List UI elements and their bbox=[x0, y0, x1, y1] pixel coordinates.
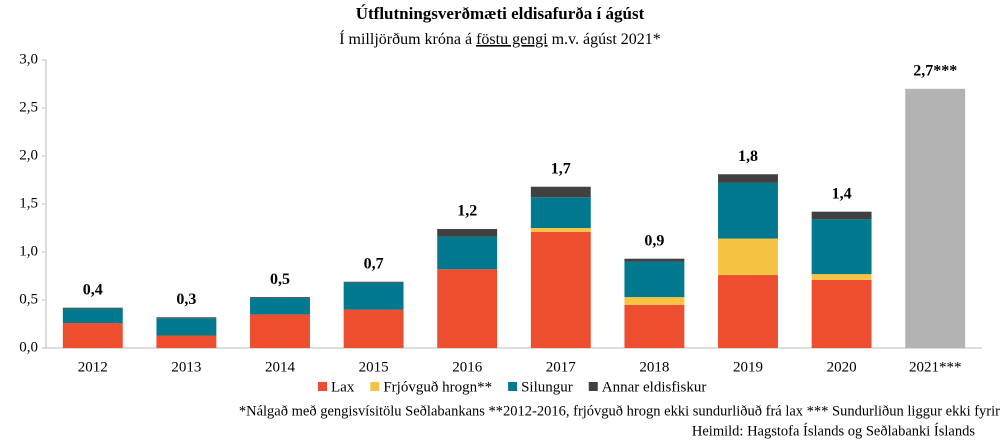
bar-segment bbox=[437, 269, 498, 348]
bar-segment bbox=[250, 314, 310, 348]
legend-label: Frjóvguð hrogn** bbox=[383, 379, 492, 395]
total-label: 0,5 bbox=[270, 271, 290, 288]
bar-segment bbox=[718, 174, 778, 183]
bar-segment bbox=[62, 323, 123, 348]
bar-segment bbox=[530, 197, 591, 228]
legend-swatch bbox=[370, 382, 380, 391]
bar-segment bbox=[530, 186, 591, 198]
legend-label: Annar eldisfiskur bbox=[602, 379, 707, 395]
total-label: 2,7*** bbox=[913, 62, 957, 79]
y-tick-label: 1,0 bbox=[19, 243, 38, 259]
x-tick-label: 2019 bbox=[733, 359, 763, 375]
total-label: 1,4 bbox=[832, 185, 852, 202]
x-tick-label: 2018 bbox=[639, 359, 669, 375]
bar-segment bbox=[250, 298, 310, 315]
footnote: *Nálgað með gengisvísitölu Seðlabankans … bbox=[239, 403, 1000, 419]
total-label: 0,7 bbox=[364, 255, 384, 272]
source: Heimild: Hagstofa Íslands og Seðlabanki … bbox=[692, 422, 975, 439]
bar-segment bbox=[530, 228, 591, 232]
x-tick-label: 2020 bbox=[827, 359, 857, 375]
x-tick-label: 2017 bbox=[546, 359, 577, 375]
x-tick-label: 2013 bbox=[171, 359, 201, 375]
total-label: 1,2 bbox=[457, 203, 477, 220]
bar-segment bbox=[811, 274, 872, 280]
bar-segment bbox=[437, 228, 498, 237]
legend-label: Silungur bbox=[521, 379, 573, 395]
bar-segment bbox=[343, 281, 404, 283]
legend-swatch bbox=[318, 382, 327, 391]
x-tick-label: 2012 bbox=[78, 359, 108, 375]
y-tick-label: 0,0 bbox=[19, 339, 38, 355]
bar-segment bbox=[62, 308, 123, 324]
y-tick-label: 2,0 bbox=[19, 147, 38, 163]
legend-swatch bbox=[508, 382, 518, 391]
y-tick-label: 2,5 bbox=[19, 99, 38, 115]
x-tick-label: 2015 bbox=[359, 359, 389, 375]
total-label: 1,8 bbox=[738, 148, 758, 165]
bar-segment bbox=[624, 261, 685, 298]
bar-segment bbox=[811, 279, 872, 348]
y-tick-label: 3,0 bbox=[19, 51, 38, 67]
subtitle-part: m.v. ágúst 2021* bbox=[548, 31, 661, 48]
bar-segment bbox=[250, 297, 310, 299]
bar-segment bbox=[437, 236, 498, 270]
total-label: 1,7 bbox=[551, 160, 571, 177]
bar-segment bbox=[624, 258, 685, 262]
bar-segment bbox=[156, 317, 217, 319]
y-tick-label: 0,5 bbox=[19, 291, 38, 307]
x-tick-label: 2021*** bbox=[909, 359, 962, 375]
bar-segment bbox=[624, 297, 685, 305]
bar-segment bbox=[718, 238, 778, 276]
bar-segment bbox=[62, 307, 123, 309]
chart-subtitle: Í milljörðum króna á föstu gengi m.v. ág… bbox=[339, 29, 661, 48]
legend-swatch bbox=[588, 382, 598, 391]
legend-label: Lax bbox=[331, 379, 355, 395]
subtitle-part: föstu gengi bbox=[476, 31, 548, 48]
total-label: 0,9 bbox=[644, 232, 664, 249]
bar-segment bbox=[811, 211, 872, 220]
bar-segment bbox=[811, 219, 872, 275]
bar-segment bbox=[718, 182, 778, 239]
bar-segment bbox=[156, 335, 217, 348]
bar-segment bbox=[530, 231, 591, 348]
subtitle-part: Í milljörðum króna á bbox=[339, 29, 476, 48]
chart-title: Útflutningsverðmæti eldisafurða í ágúst bbox=[356, 4, 645, 23]
bar-segment bbox=[343, 309, 404, 348]
bar-segment bbox=[624, 304, 685, 348]
total-label: 0,3 bbox=[176, 291, 196, 308]
y-tick-label: 1,5 bbox=[19, 195, 38, 211]
bar-segment bbox=[718, 275, 778, 348]
total-label: 0,4 bbox=[83, 281, 103, 298]
x-tick-label: 2016 bbox=[452, 359, 483, 375]
x-tick-label: 2014 bbox=[265, 359, 296, 375]
bar-segment bbox=[156, 318, 217, 336]
bar-segment bbox=[905, 88, 966, 349]
bar-segment bbox=[343, 282, 404, 310]
